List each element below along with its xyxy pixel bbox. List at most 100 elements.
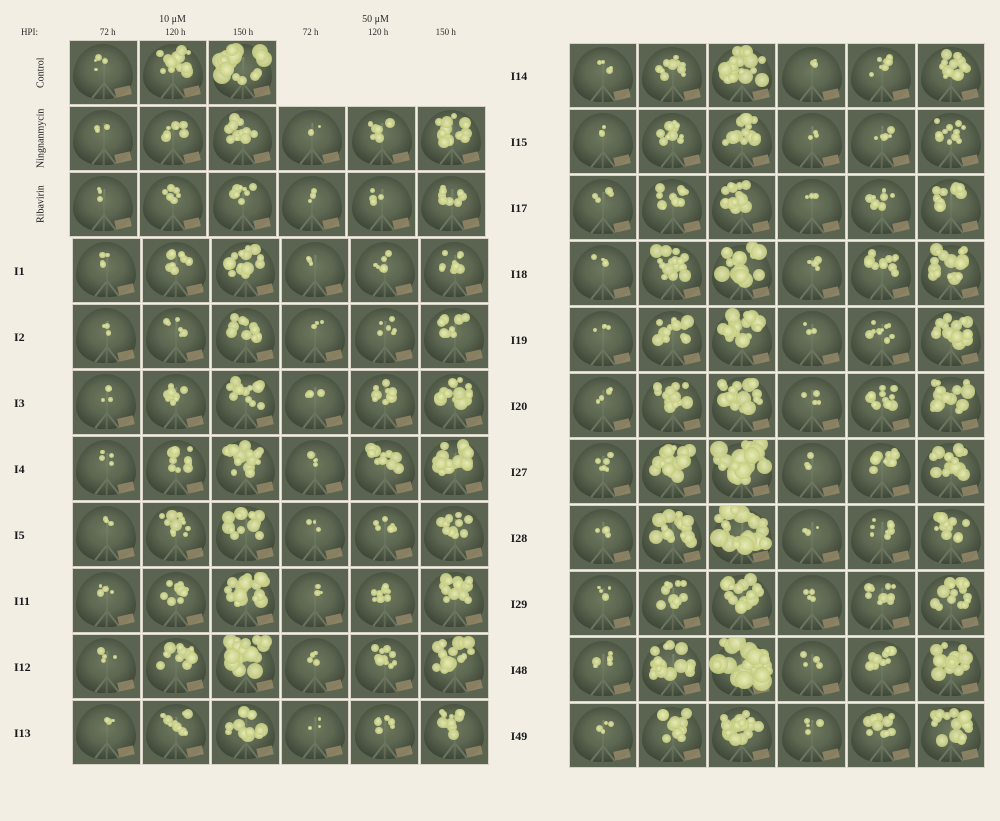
leaf-cell — [350, 436, 419, 501]
grid-row: I18 — [511, 241, 986, 306]
cell-strip — [72, 436, 489, 501]
leaf-cell — [417, 106, 486, 171]
grid-row: I3 — [14, 370, 489, 435]
cell-strip — [72, 502, 489, 567]
th: 72 h — [277, 27, 345, 37]
cell-strip — [569, 307, 986, 372]
leaf-cell — [211, 370, 280, 435]
figure-panel: 10 μM 50 μM HPI: 72 h 120 h 150 h 72 h 1… — [14, 14, 986, 769]
leaf-cell — [208, 40, 277, 105]
grid-row: I48 — [511, 637, 986, 702]
row-label: I1 — [14, 265, 72, 277]
leaf-cell — [847, 175, 916, 240]
row-label: I18 — [511, 268, 569, 280]
leaf-cell — [847, 373, 916, 438]
conc-50um: 50 μM — [274, 14, 477, 25]
leaf-cell — [350, 370, 419, 435]
leaf-cell — [638, 571, 707, 636]
leaf-cell — [142, 436, 211, 501]
leaf-cell — [72, 370, 141, 435]
leaf-cell — [569, 637, 638, 702]
leaf-cell — [211, 502, 280, 567]
leaf-cell — [569, 439, 638, 504]
leaf-cell — [638, 637, 707, 702]
leaf-cell — [420, 634, 489, 699]
leaf-cell — [72, 304, 141, 369]
leaf-cell — [72, 436, 141, 501]
leaf-cell — [917, 307, 986, 372]
leaf-cell — [420, 700, 489, 765]
leaf-cell — [211, 568, 280, 633]
leaf-cell — [72, 568, 141, 633]
leaf-cell — [281, 634, 350, 699]
leaf-cell — [847, 241, 916, 306]
leaf-cell — [350, 634, 419, 699]
cell-strip — [72, 370, 489, 435]
grid-row: I4 — [14, 436, 489, 501]
leaf-cell — [211, 436, 280, 501]
leaf-cell — [281, 568, 350, 633]
leaf-cell — [347, 40, 416, 105]
leaf-cell — [777, 505, 846, 570]
row-label: I14 — [511, 70, 569, 82]
grid-row: I11 — [14, 568, 489, 633]
cell-strip — [569, 43, 986, 108]
grid-row: Control — [14, 40, 489, 105]
leaf-cell — [142, 370, 211, 435]
leaf-cell — [917, 703, 986, 768]
grid-row: I20 — [511, 373, 986, 438]
leaf-cell — [281, 304, 350, 369]
leaf-cell — [211, 634, 280, 699]
grid-row: Ningnanmycin — [14, 106, 489, 171]
leaf-cell — [777, 571, 846, 636]
leaf-cell — [420, 238, 489, 303]
leaf-cell — [139, 106, 208, 171]
leaf-cell — [139, 172, 208, 237]
leaf-cell — [208, 172, 277, 237]
row-label: I17 — [511, 202, 569, 214]
grid-row: I14 — [511, 43, 986, 108]
leaf-cell — [420, 436, 489, 501]
leaf-cell — [708, 439, 777, 504]
row-label: I3 — [14, 397, 72, 409]
leaf-cell — [72, 700, 141, 765]
leaf-cell — [69, 172, 138, 237]
leaf-cell — [142, 634, 211, 699]
leaf-cell — [638, 439, 707, 504]
row-label: I5 — [14, 529, 72, 541]
grid-row: I5 — [14, 502, 489, 567]
leaf-cell — [417, 40, 486, 105]
leaf-cell — [569, 43, 638, 108]
leaf-cell — [917, 109, 986, 174]
leaf-cell — [142, 568, 211, 633]
leaf-cell — [211, 700, 280, 765]
cell-strip — [569, 241, 986, 306]
hpi-label: HPI: — [14, 27, 41, 37]
grid-row: I12 — [14, 634, 489, 699]
row-label: I2 — [14, 331, 72, 343]
leaf-cell — [708, 505, 777, 570]
leaf-cell — [708, 373, 777, 438]
conc-10um: 10 μM — [71, 14, 274, 25]
grid-row: I27 — [511, 439, 986, 504]
row-label: Ribavirin — [14, 173, 69, 236]
leaf-cell — [708, 307, 777, 372]
leaf-cell — [350, 238, 419, 303]
leaf-cell — [569, 307, 638, 372]
leaf-cell — [211, 238, 280, 303]
leaf-cell — [777, 241, 846, 306]
cell-strip — [569, 373, 986, 438]
cell-strip — [69, 172, 486, 237]
leaf-cell — [350, 502, 419, 567]
cell-strip — [69, 106, 486, 171]
row-label: I48 — [511, 664, 569, 676]
leaf-cell — [72, 502, 141, 567]
leaf-cell — [917, 241, 986, 306]
leaf-cell — [917, 571, 986, 636]
leaf-cell — [569, 571, 638, 636]
leaf-cell — [638, 175, 707, 240]
grid-row: I15 — [511, 109, 986, 174]
leaf-cell — [777, 703, 846, 768]
leaf-cell — [777, 43, 846, 108]
row-label: I29 — [511, 598, 569, 610]
